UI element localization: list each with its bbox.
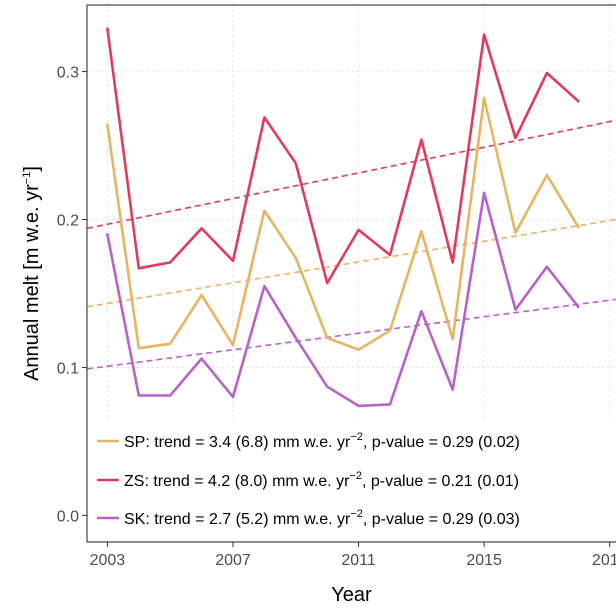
series-lines: [106, 27, 580, 408]
x-tick-label: 2007: [215, 552, 251, 569]
series-line-sp: [106, 96, 580, 352]
series-line-zs: [106, 27, 580, 285]
legend-label-text: SK: trend = 2.7 (5.2) mm w.e. yr: [124, 511, 351, 528]
series-line-sk: [106, 191, 580, 408]
plot-panel-border: [86, 4, 616, 543]
x-axis-title: Year: [331, 584, 372, 606]
legend-label-text: SP: trend = 3.4 (6.8) mm w.e. yr: [124, 434, 351, 451]
x-tick-label: 2015: [466, 552, 502, 569]
trend-lines: [86, 119, 616, 370]
legend-label-zs: ZS: trend = 4.2 (8.0) mm w.e. yr−2, p-va…: [124, 470, 519, 490]
y-axis-title-superscript: −1: [21, 172, 33, 185]
legend-label-superscript: −2: [349, 470, 362, 482]
x-tick-label: 2011: [341, 552, 376, 569]
legend: SP: trend = 3.4 (6.8) mm w.e. yr−2, p-va…: [90, 420, 616, 538]
legend-label-sk: SK: trend = 2.7 (5.2) mm w.e. yr−2, p-va…: [124, 508, 520, 528]
y-axis-title-main: Annual melt [m w.e. yr: [21, 184, 43, 381]
axes: 2003 2007 2011 2015 2019 0.0 0.1 0.2 0.3: [57, 65, 616, 569]
legend-label-text-suffix: , p-value = 0.21 (0.01): [362, 473, 519, 490]
legend-label-superscript: −2: [350, 508, 363, 520]
legend-label-text-suffix: , p-value = 0.29 (0.03): [363, 511, 520, 528]
legend-label-text-suffix: , p-value = 0.29 (0.02): [363, 434, 520, 451]
legend-label-sp: SP: trend = 3.4 (6.8) mm w.e. yr−2, p-va…: [124, 431, 520, 451]
y-axis-title: Annual melt [m w.e. yr−1]: [21, 166, 43, 381]
legend-label-superscript: −2: [350, 431, 363, 443]
y-tick-label: 0.1: [57, 360, 79, 377]
y-tick-label: 0.3: [57, 65, 79, 82]
legend-background: [90, 420, 616, 538]
legend-label-text: ZS: trend = 4.2 (8.0) mm w.e. yr: [124, 473, 350, 490]
x-tick-label: 2019: [592, 552, 616, 569]
y-axis-title-tail: ]: [21, 166, 43, 172]
x-tick-label: 2003: [90, 552, 126, 569]
trend-line-zs: [86, 119, 616, 230]
y-tick-label: 0.2: [57, 213, 79, 230]
y-tick-label: 0.0: [57, 508, 79, 525]
trend-line-sk: [86, 298, 616, 370]
